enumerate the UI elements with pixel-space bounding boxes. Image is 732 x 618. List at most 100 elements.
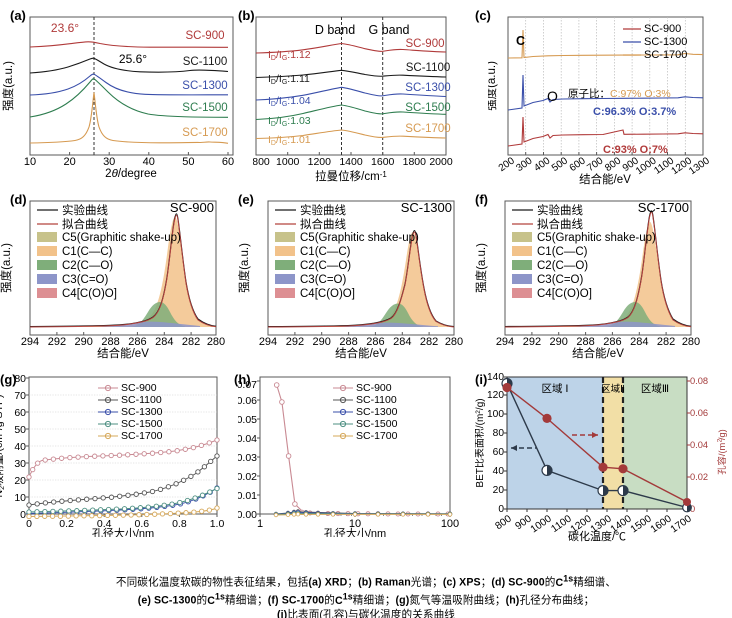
svg-text:BET比表面积/(m2/g): BET比表面积/(m2/g)	[475, 398, 486, 487]
svg-text:0.06: 0.06	[238, 395, 257, 407]
svg-text:结合能/eV: 结合能/eV	[572, 346, 624, 360]
svg-text:0.02: 0.02	[690, 472, 708, 482]
svg-text:1700: 1700	[669, 513, 694, 535]
svg-text:0.03: 0.03	[238, 452, 257, 464]
svg-text:0.00: 0.00	[238, 509, 257, 521]
svg-text:结合能/eV: 结合能/eV	[335, 346, 387, 360]
svg-text:拟合曲线: 拟合曲线	[62, 217, 108, 231]
svg-text:SC-900: SC-900	[644, 23, 681, 35]
svg-text:100: 100	[441, 518, 459, 530]
svg-text:286: 286	[128, 336, 146, 348]
svg-text:实验曲线: 实验曲线	[62, 203, 108, 217]
svg-text:强度(a.u.): 强度(a.u.)	[488, 61, 498, 111]
svg-text:290: 290	[313, 336, 331, 348]
svg-text:C3(C=O): C3(C=O)	[300, 274, 346, 286]
svg-text:ID/IG:1.01: ID/IG:1.01	[268, 134, 311, 147]
svg-text:294: 294	[21, 336, 39, 348]
svg-text:80: 80	[493, 428, 505, 439]
svg-text:SC-900: SC-900	[356, 382, 392, 394]
svg-text:O: O	[547, 88, 558, 104]
svg-text:孔容/(m /g): 孔容/(m /g)	[716, 429, 727, 474]
svg-text:100: 100	[487, 409, 504, 420]
svg-text:SC-1100: SC-1100	[183, 56, 228, 68]
svg-text:SC-1500: SC-1500	[356, 418, 398, 430]
svg-text:120: 120	[487, 390, 504, 401]
svg-text:碳化温度/℃: 碳化温度/℃	[568, 529, 626, 543]
svg-text:280: 280	[682, 336, 700, 348]
svg-text:1800: 1800	[403, 156, 427, 168]
svg-text:140: 140	[487, 372, 504, 383]
svg-text:294: 294	[259, 336, 277, 348]
svg-text:SC-1500: SC-1500	[121, 418, 163, 430]
svg-text:拟合曲线: 拟合曲线	[537, 217, 583, 231]
svg-text:C4[C(O)O]: C4[C(O)O]	[62, 288, 117, 300]
svg-text:10: 10	[14, 492, 26, 504]
svg-text:SC-1700: SC-1700	[121, 430, 163, 442]
svg-text:0: 0	[26, 518, 32, 530]
svg-text:结合能/eV: 结合能/eV	[97, 346, 149, 360]
svg-text:0: 0	[498, 504, 504, 515]
svg-text:290: 290	[550, 336, 568, 348]
svg-text:C:93% O:7%: C:93% O:7%	[603, 144, 668, 156]
svg-text:区域 Ⅰ: 区域 Ⅰ	[541, 382, 568, 395]
svg-text:282: 282	[657, 336, 675, 348]
svg-text:SC-1300: SC-1300	[356, 406, 398, 418]
svg-text:282: 282	[182, 336, 200, 348]
svg-text:SC-1300: SC-1300	[405, 82, 450, 94]
svg-text:ID/IG:1.03: ID/IG:1.03	[268, 115, 311, 128]
svg-text:20: 20	[14, 475, 26, 487]
svg-text:0.04: 0.04	[690, 440, 708, 450]
svg-text:1600: 1600	[371, 156, 395, 168]
svg-text:60: 60	[493, 447, 505, 458]
svg-text:C3(C=O): C3(C=O)	[62, 274, 108, 286]
svg-text:C4[C(O)O]: C4[C(O)O]	[300, 288, 355, 300]
svg-text:C5(Graphitic shake-up): C5(Graphitic shake-up)	[62, 232, 181, 244]
svg-text:286: 286	[366, 336, 384, 348]
svg-text:0.02: 0.02	[238, 471, 257, 483]
svg-text:G band: G band	[368, 23, 409, 37]
svg-text:ID/IG:1.11: ID/IG:1.11	[268, 73, 310, 86]
svg-text:20: 20	[63, 156, 75, 168]
svg-text:2000: 2000	[429, 156, 453, 168]
svg-text:SC-900: SC-900	[406, 38, 445, 50]
svg-text:292: 292	[523, 336, 541, 348]
svg-text:SC-1500: SC-1500	[405, 102, 450, 114]
svg-text:50: 50	[182, 156, 194, 168]
svg-text:282: 282	[420, 336, 438, 348]
svg-text:50: 50	[14, 424, 26, 436]
svg-text:288: 288	[576, 336, 594, 348]
svg-text:强度(a.u.): 强度(a.u.)	[1, 61, 15, 111]
svg-text:2θ/degree: 2θ/degree	[105, 168, 157, 180]
svg-text:SC-1700: SC-1700	[644, 49, 687, 61]
svg-text:292: 292	[48, 336, 66, 348]
svg-text:N2吸附量/(cm3/g STP): N2吸附量/(cm3/g STP)	[0, 395, 6, 498]
svg-text:290: 290	[75, 336, 93, 348]
svg-text:0.2: 0.2	[59, 518, 74, 530]
svg-text:1: 1	[257, 518, 263, 530]
svg-text:0.05: 0.05	[238, 414, 257, 426]
svg-text:0.08: 0.08	[690, 376, 708, 386]
svg-text:40: 40	[493, 466, 505, 477]
svg-text:C: C	[516, 34, 525, 48]
svg-text:284: 284	[630, 336, 648, 348]
svg-text:2: 2	[717, 438, 724, 442]
svg-text:292: 292	[286, 336, 304, 348]
svg-text:10: 10	[24, 156, 36, 168]
svg-text:SC-1700: SC-1700	[356, 430, 398, 442]
svg-text:1.0: 1.0	[210, 518, 225, 530]
svg-text:C2(C—O): C2(C—O)	[62, 260, 113, 272]
svg-text:288: 288	[101, 336, 119, 348]
svg-text:C4[C(O)O]: C4[C(O)O]	[537, 288, 592, 300]
svg-text:284: 284	[393, 336, 411, 348]
svg-text:SC-900: SC-900	[121, 382, 157, 394]
svg-text:C3(C=O): C3(C=O)	[537, 274, 583, 286]
svg-text:280: 280	[445, 336, 463, 348]
svg-text:25.6°: 25.6°	[119, 52, 147, 66]
svg-text:C2(C—O): C2(C—O)	[537, 260, 588, 272]
svg-text:SC-1700: SC-1700	[405, 123, 450, 135]
svg-text:ID/IG:1.04: ID/IG:1.04	[268, 95, 311, 108]
svg-text:0.04: 0.04	[238, 433, 257, 445]
svg-text:SC-1300: SC-1300	[182, 80, 227, 92]
svg-text:SC-1300: SC-1300	[121, 406, 163, 418]
svg-text:强度(a.u.): 强度(a.u.)	[238, 243, 251, 293]
